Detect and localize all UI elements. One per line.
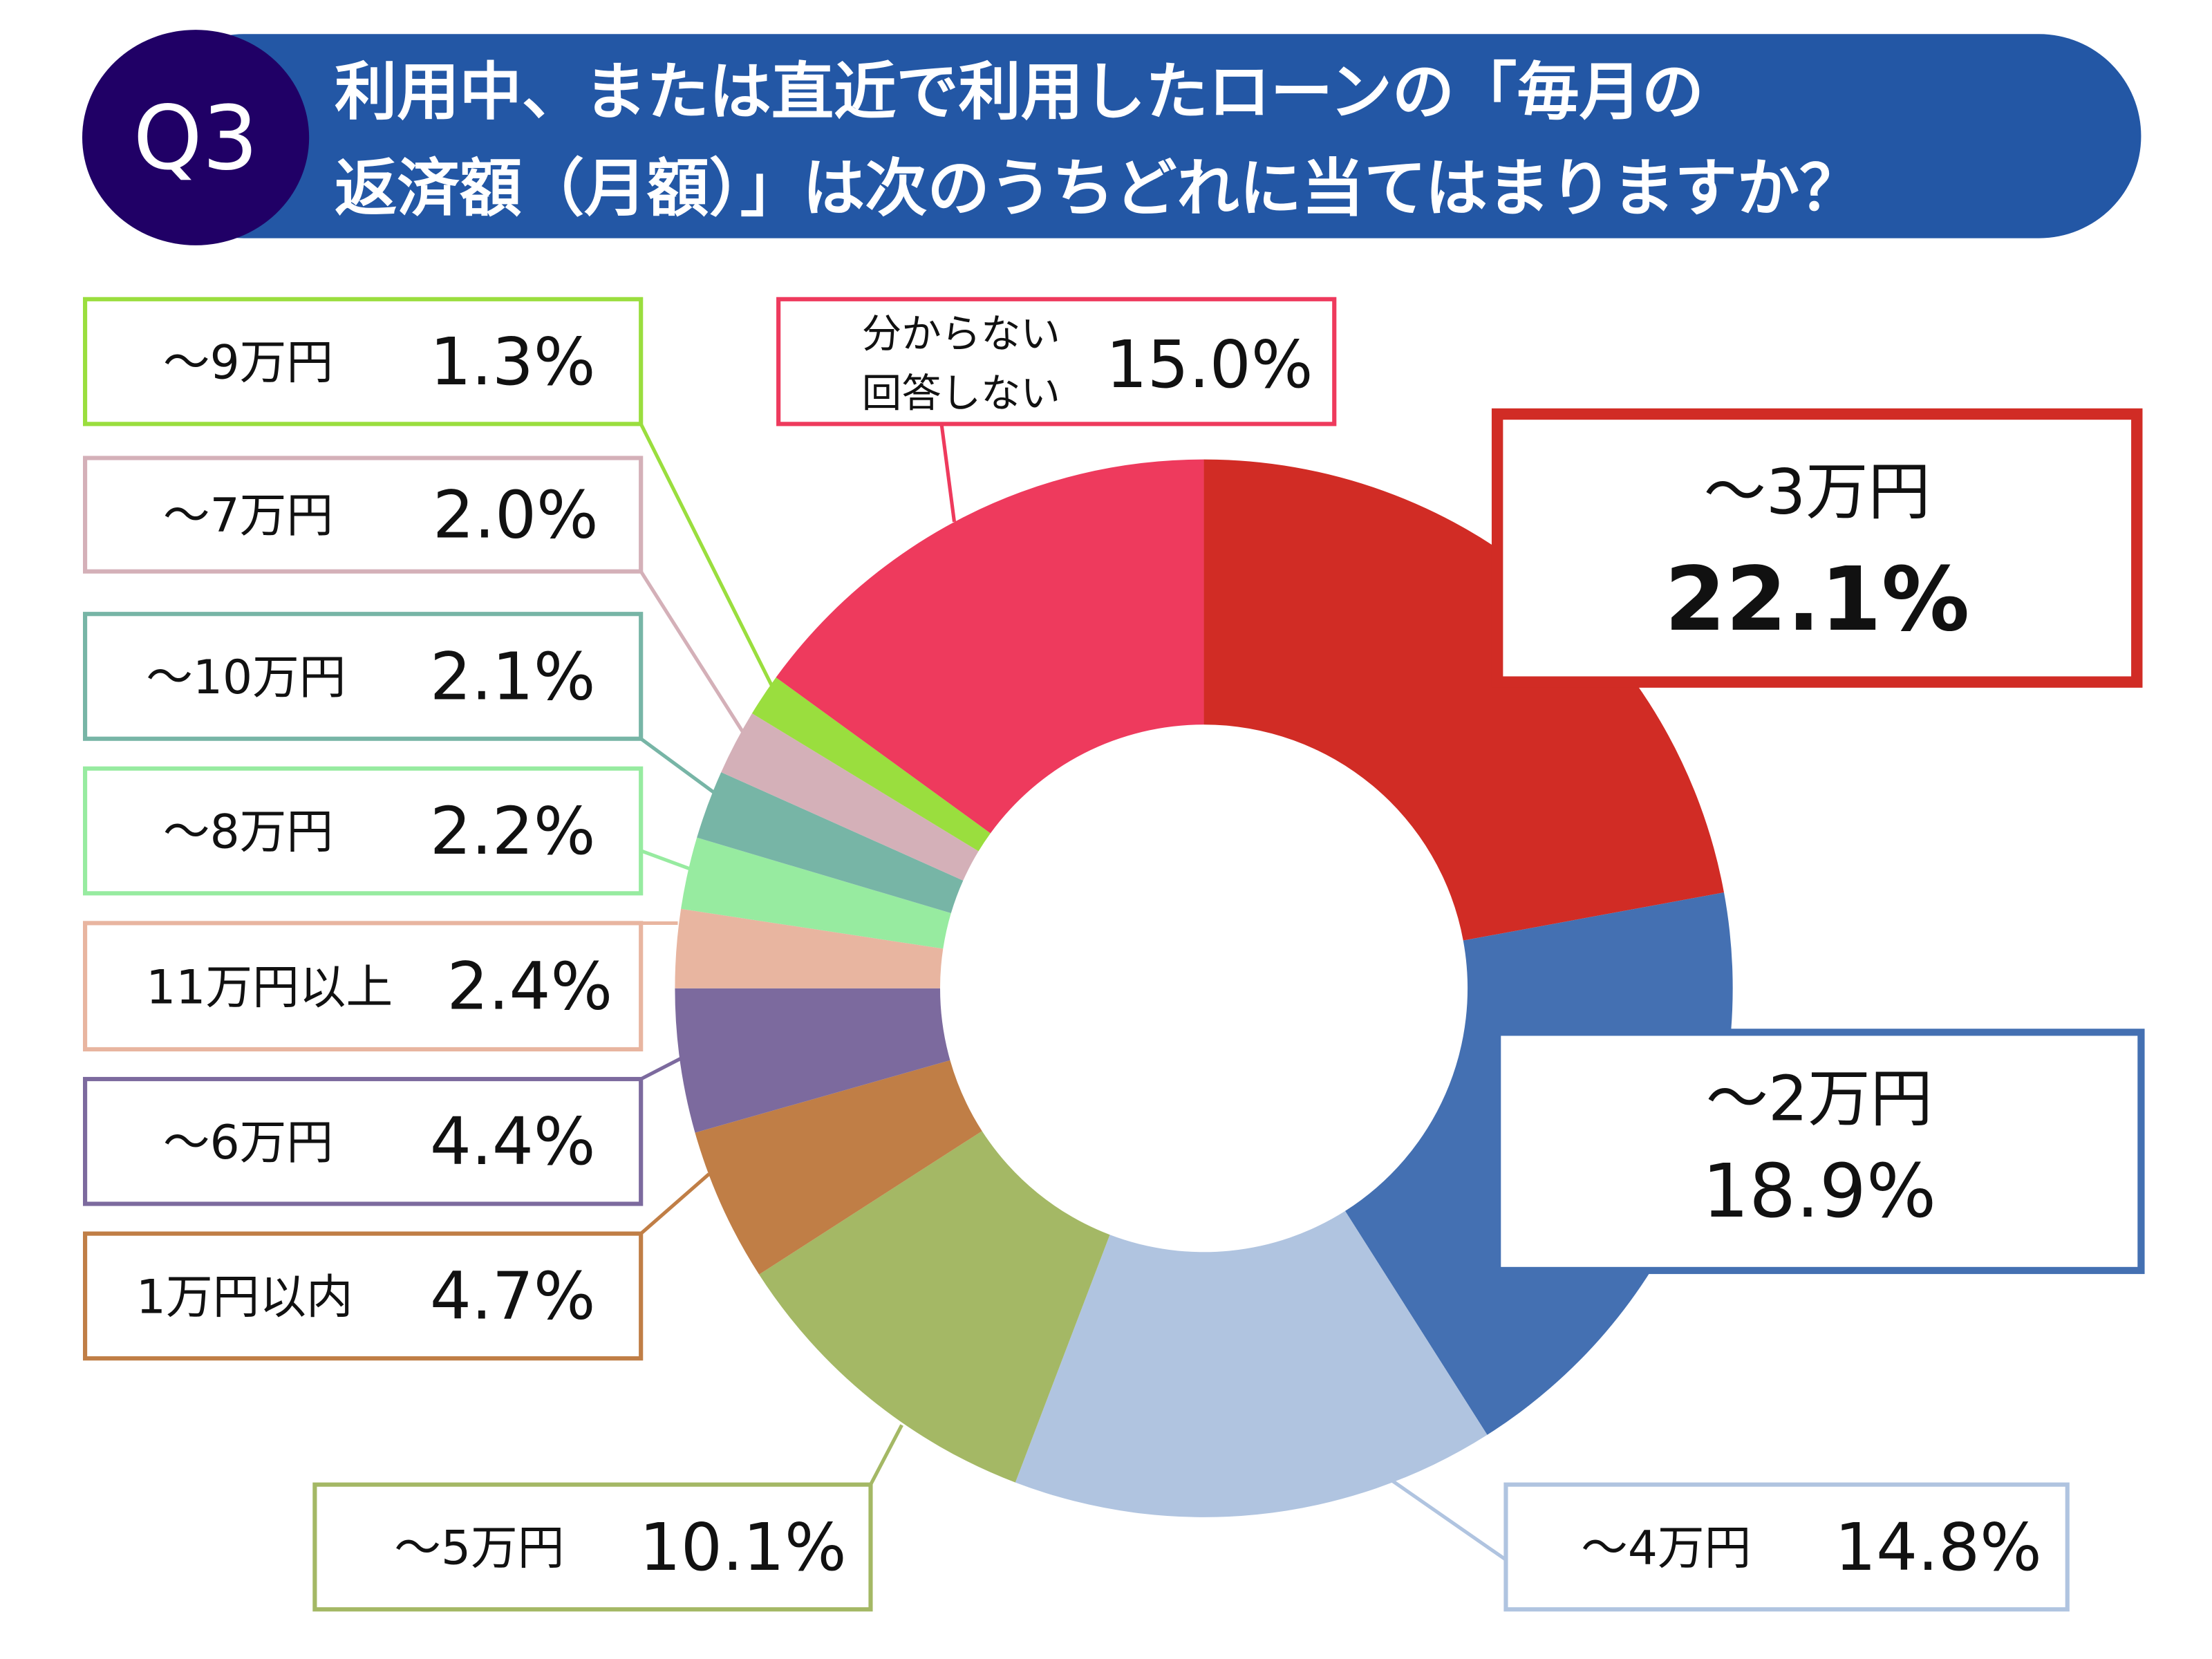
label-category: ～3万円 [1704, 456, 1931, 529]
data-label: ～8万円 2.2% [83, 766, 644, 896]
question-number: Q3 [133, 87, 259, 189]
label-box [776, 297, 1337, 427]
data-label: ～6万円 4.4% [83, 1076, 644, 1206]
question-badge [82, 30, 310, 245]
donut-slice [697, 772, 964, 913]
question-title-line1: 利用中、または直近で利用したローンの「毎月の [335, 56, 1704, 129]
donut-slice [675, 988, 950, 1133]
label-category: 回答しない [862, 371, 1060, 417]
label-category: ～6万円 [163, 1115, 333, 1170]
label-value: 14.8% [1835, 1510, 2042, 1586]
header-bar [142, 34, 2141, 238]
data-label: ～3万円 22.1% [1491, 408, 2143, 688]
data-label: ～10万円 2.1% [83, 612, 644, 741]
label-box [1494, 1029, 2145, 1275]
label-category: ～7万円 [163, 488, 333, 543]
label-box [1503, 1482, 2070, 1612]
leader-line [639, 1172, 711, 1235]
label-category: 1万円以内 [136, 1269, 353, 1324]
label-box [83, 1231, 644, 1361]
data-label: ～4万円 14.8% [1503, 1482, 2070, 1612]
label-category: ～10万円 [146, 650, 346, 704]
label-value: 18.9% [1702, 1149, 1936, 1235]
label-box [1491, 408, 2143, 688]
label-box [83, 1076, 644, 1206]
donut-slice [1203, 459, 1725, 941]
leader-line [939, 424, 957, 523]
donut-slice [695, 1060, 982, 1275]
leader-line [640, 849, 696, 872]
donut-slice [1015, 1210, 1488, 1517]
data-label: ～7万円 2.0% [83, 456, 644, 574]
label-value: 2.4% [447, 948, 612, 1024]
label-category: ～9万円 [163, 335, 333, 390]
label-value: 2.1% [430, 639, 596, 715]
donut-slice [759, 1131, 1110, 1483]
label-category: ～2万円 [1706, 1063, 1933, 1136]
label-box [83, 921, 644, 1052]
label-category: 分からない [862, 311, 1060, 357]
label-category: ～4万円 [1581, 1521, 1751, 1575]
data-label: ～5万円 10.1% [312, 1482, 873, 1612]
question-title-line2: 返済額（月額）」は次のうちどれに当てはまりますか？ [335, 153, 1862, 225]
donut-slice [776, 459, 1204, 834]
leader-line [869, 1424, 903, 1485]
question-header: Q3 利用中、または直近で利用したローンの「毎月の 返済額（月額）」は次のうちど… [82, 30, 2141, 245]
label-value: 10.1% [639, 1510, 847, 1586]
leader-line [639, 737, 718, 796]
label-value: 15.0% [1106, 327, 1313, 403]
donut-slice [675, 908, 944, 988]
data-label: 1万円以内 4.7% [83, 1231, 644, 1361]
label-value: 22.1% [1665, 548, 1969, 650]
label-box [312, 1482, 873, 1612]
leader-line [639, 423, 775, 689]
data-label: ～9万円 1.3% [83, 297, 644, 427]
label-category: ～8万円 [163, 805, 333, 859]
label-value: 2.2% [430, 794, 596, 870]
label-category: 11万円以上 [146, 959, 393, 1014]
label-value: 1.3% [430, 324, 596, 400]
label-value: 4.4% [430, 1104, 596, 1180]
leader-line [1388, 1477, 1507, 1562]
label-box [83, 766, 644, 896]
leader-line [639, 570, 747, 735]
label-box [83, 456, 644, 574]
donut-slice [681, 837, 951, 949]
donut-slice [721, 713, 979, 881]
data-label: ～2万円 18.9% [1494, 1029, 2145, 1275]
label-value: 4.7% [430, 1259, 596, 1335]
leader-line [640, 1054, 686, 1081]
data-label: 11万円以上 2.4% [83, 921, 644, 1052]
label-box [83, 612, 644, 741]
donut-slice [751, 677, 991, 852]
label-value: 2.0% [433, 477, 599, 553]
label-box [83, 297, 644, 427]
label-category: ～5万円 [394, 1521, 564, 1575]
